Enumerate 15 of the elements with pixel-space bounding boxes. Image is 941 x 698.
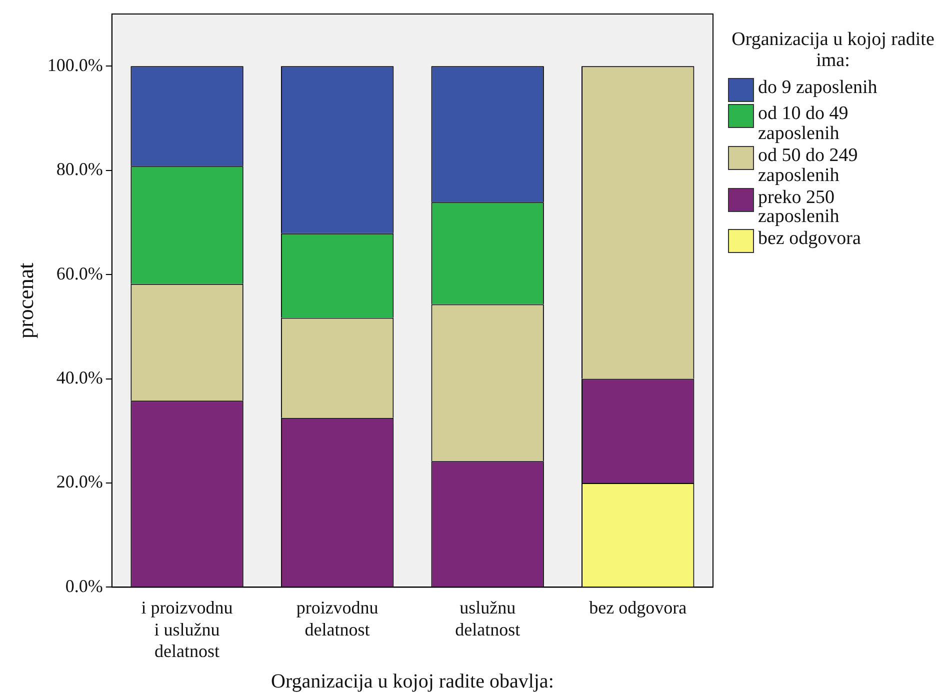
x-axis-title: Organizacija u kojoj radite obavlja:: [271, 670, 554, 692]
y-axis-title: procenat: [12, 262, 38, 338]
legend-title: Organizacija u kojoj radite ima:: [730, 29, 936, 72]
x-tick-label: uslužnu delatnost: [455, 598, 520, 640]
y-tick-label: 100.0%: [47, 54, 103, 75]
x-tick-label: bez odgovora: [589, 598, 687, 618]
x-tick-label: proizvodnu delatnost: [296, 598, 378, 640]
y-tick-label: 80.0%: [56, 159, 103, 180]
x-tick-label: i proizvodnu i uslužnu delatnost: [141, 598, 233, 661]
y-tick-label: 0.0%: [65, 576, 103, 596]
legend-label: do 9 zaposlenih: [758, 76, 878, 98]
y-tick-label: 20.0%: [56, 472, 103, 492]
y-tick-label: 60.0%: [56, 263, 103, 284]
y-tick-label: 40.0%: [56, 368, 103, 388]
legend-label: bez odgovora: [758, 228, 861, 250]
